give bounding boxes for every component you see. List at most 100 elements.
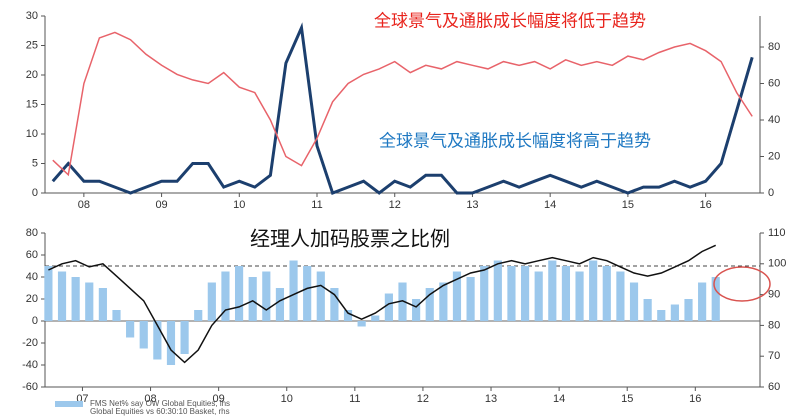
bar xyxy=(357,321,366,327)
y2-tick-label: 100 xyxy=(768,258,786,270)
bar xyxy=(303,266,312,321)
bar xyxy=(507,266,516,321)
x-tick-label: 08 xyxy=(78,199,90,211)
bar xyxy=(207,282,216,321)
series-line xyxy=(52,31,753,177)
bar xyxy=(98,288,107,321)
y2-tick-label: 80 xyxy=(768,319,780,331)
bar xyxy=(520,266,530,321)
y-tick-label: 25 xyxy=(26,39,38,51)
x-tick-label: 15 xyxy=(621,393,633,405)
bar xyxy=(480,266,489,321)
y2-tick-label: 60 xyxy=(768,77,780,89)
highlight-circle xyxy=(713,266,771,302)
bar xyxy=(657,310,666,321)
x-tick-label: 08 xyxy=(144,393,156,405)
bar xyxy=(548,260,557,321)
x-tick-label: 16 xyxy=(699,199,711,211)
bar xyxy=(221,271,230,321)
bar xyxy=(139,321,148,349)
series-line xyxy=(51,22,754,195)
y2-tick-label: 70 xyxy=(768,350,780,362)
x-tick-label: 13 xyxy=(466,199,478,211)
x-tick-label: 14 xyxy=(544,199,556,211)
bar xyxy=(493,260,502,321)
y-tick-label: -40 xyxy=(22,359,38,371)
bar xyxy=(343,310,353,321)
bar xyxy=(643,299,652,321)
bar xyxy=(44,266,53,321)
x-tick-label: 12 xyxy=(417,393,429,405)
bar xyxy=(398,282,407,321)
legend-swatch xyxy=(55,401,83,407)
y-tick-label: 15 xyxy=(26,98,38,110)
bar xyxy=(330,288,339,321)
bar xyxy=(153,321,162,360)
x-tick-label: 12 xyxy=(389,199,401,211)
bar xyxy=(248,277,257,321)
x-tick-label: 14 xyxy=(553,393,565,405)
x-tick-label: 13 xyxy=(485,393,497,405)
bar xyxy=(57,271,67,321)
bar xyxy=(234,266,244,321)
bar xyxy=(439,282,448,321)
bar xyxy=(371,315,380,321)
x-tick-label: 10 xyxy=(233,199,245,211)
bar xyxy=(316,271,325,321)
y-tick-label: 20 xyxy=(26,293,38,305)
bar xyxy=(126,321,135,338)
bar xyxy=(384,293,393,321)
x-tick-label: 16 xyxy=(689,393,701,405)
bar xyxy=(575,271,584,321)
bar xyxy=(85,282,94,321)
bar xyxy=(670,304,679,321)
y-tick-label: 0 xyxy=(32,315,38,327)
y-tick-label: 0 xyxy=(32,187,38,199)
y-tick-label: -60 xyxy=(22,381,38,393)
y-tick-label: 40 xyxy=(26,271,38,283)
bar xyxy=(194,310,203,321)
bar xyxy=(71,277,80,321)
bar xyxy=(616,271,625,321)
x-tick-label: 11 xyxy=(311,199,322,211)
bar xyxy=(698,282,707,321)
y2-tick-label: 80 xyxy=(768,41,780,53)
x-tick-label: 09 xyxy=(213,393,225,405)
bar xyxy=(166,321,176,365)
x-tick-label: 10 xyxy=(281,393,293,405)
bar xyxy=(602,266,611,321)
y2-tick-label: 110 xyxy=(768,227,786,239)
series-line xyxy=(48,244,717,364)
x-tick-label: 09 xyxy=(155,199,167,211)
y-tick-label: 60 xyxy=(26,249,38,261)
y-tick-label: -20 xyxy=(22,337,38,349)
y2-tick-label: 0 xyxy=(768,187,774,199)
bar xyxy=(561,266,571,321)
bar xyxy=(684,299,693,321)
legend-label: Global Equities vs 60:30:10 Basket, rhs xyxy=(90,407,230,416)
bar xyxy=(629,282,639,321)
y2-tick-label: 90 xyxy=(768,289,780,301)
y2-tick-label: 60 xyxy=(768,381,780,393)
y-tick-label: 30 xyxy=(26,10,38,22)
series-label: 全球景气及通胀成长幅度将高于趋势 xyxy=(379,131,651,150)
bar xyxy=(289,260,298,321)
y2-tick-label: 40 xyxy=(768,114,780,126)
bar xyxy=(711,277,720,321)
bar xyxy=(262,271,271,321)
bar xyxy=(180,321,189,354)
y-tick-label: 5 xyxy=(32,157,38,169)
y-tick-label: 20 xyxy=(26,69,38,81)
y-tick-label: 10 xyxy=(26,128,38,140)
legend-label: FMS Net% say OW Global Equities, lhs xyxy=(90,399,230,408)
y-tick-label: 80 xyxy=(26,227,38,239)
bar xyxy=(534,271,543,321)
bar xyxy=(589,260,598,321)
bar xyxy=(425,288,434,321)
x-tick-label: 11 xyxy=(349,393,360,405)
bar xyxy=(452,271,462,321)
bar xyxy=(412,299,421,321)
chart-title: 经理人加码股票之比例 xyxy=(250,227,450,250)
